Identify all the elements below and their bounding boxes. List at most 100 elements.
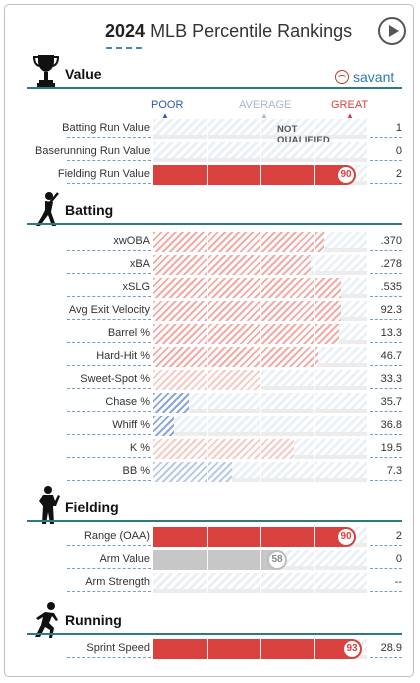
stat-value: 13.3 <box>380 327 402 339</box>
value-dash <box>370 480 402 481</box>
value-dash <box>370 273 402 274</box>
percentile-bar <box>153 439 294 459</box>
percentile-bar <box>153 416 174 436</box>
baseball-icon <box>335 70 349 84</box>
bar-tick <box>207 416 208 436</box>
bar-tick <box>207 573 208 593</box>
stat-value: .370 <box>380 235 402 247</box>
label-dash <box>67 480 151 481</box>
label-dash <box>67 591 151 592</box>
value-dash <box>370 568 402 569</box>
legend-great-arrow: ▲ <box>346 111 354 120</box>
bar-tick <box>260 393 261 413</box>
title-underline <box>106 47 142 49</box>
value-dash <box>370 591 402 592</box>
value-dash <box>370 160 402 161</box>
bar-tick <box>260 550 261 570</box>
label-dash <box>67 296 151 297</box>
value-dash <box>370 657 402 658</box>
bar-tick <box>207 142 208 162</box>
label-dash <box>67 250 151 251</box>
stat-label: Arm Strength <box>85 576 150 588</box>
value-dash <box>370 137 402 138</box>
section-title-batting: Batting <box>65 202 114 218</box>
legend-average: AVERAGE ▲ <box>239 99 291 120</box>
bar-tick <box>207 324 208 344</box>
percentile-bar <box>153 639 352 659</box>
stat-value: .535 <box>380 281 402 293</box>
label-dash <box>67 365 151 366</box>
stat-label: Chase % <box>105 396 150 408</box>
stat-label: Sprint Speed <box>86 642 150 654</box>
stat-label: Sweet-Spot % <box>80 373 150 385</box>
percentile-bar <box>153 527 346 547</box>
bar-tick <box>314 393 315 413</box>
bar-tick <box>314 439 315 459</box>
value-dash <box>370 411 402 412</box>
not-qualified-label: NOT QUALIFIED <box>277 124 330 146</box>
percentile-bar <box>153 370 260 390</box>
label-dash <box>67 273 151 274</box>
value-dash <box>370 250 402 251</box>
section-title-value: Value <box>65 66 102 82</box>
label-dash <box>67 183 151 184</box>
bar-tick <box>314 573 315 593</box>
stat-label: xwOBA <box>113 235 150 247</box>
value-dash <box>370 183 402 184</box>
bar-tick <box>260 527 261 547</box>
bar-tick <box>207 462 208 482</box>
page-title: 2024 MLB Percentile Rankings <box>105 21 352 42</box>
stat-label: Hard-Hit % <box>96 350 150 362</box>
title-text: MLB Percentile Rankings <box>150 21 353 41</box>
section-divider-value <box>27 87 402 89</box>
percentile-bar <box>153 255 311 275</box>
bar-tick <box>260 439 261 459</box>
section-divider-fielding <box>27 520 402 522</box>
legend-great-label: GREAT <box>331 99 369 111</box>
stat-label: Range (OAA) <box>83 530 150 542</box>
stat-value: 35.7 <box>380 396 402 408</box>
bar-tick <box>260 278 261 298</box>
stat-label: K % <box>129 442 150 454</box>
percentile-badge: 90 <box>336 165 356 185</box>
bar-tick <box>260 324 261 344</box>
bar-tick <box>260 301 261 321</box>
bar-tick <box>260 232 261 252</box>
bar-tick <box>314 278 315 298</box>
value-dash <box>370 342 402 343</box>
section-title-running: Running <box>65 612 122 628</box>
legend-poor-arrow: ▲ <box>161 111 169 120</box>
bar-tick <box>314 527 315 547</box>
label-dash <box>67 657 151 658</box>
stat-value: 7.3 <box>386 465 402 477</box>
bar-tick <box>314 639 315 659</box>
title-year: 2024 <box>105 21 146 41</box>
percentile-bar <box>153 301 341 321</box>
stat-label: Whiff % <box>112 419 150 431</box>
stat-value: 92.3 <box>380 304 402 316</box>
play-button[interactable] <box>378 17 406 45</box>
section-title-fielding: Fielding <box>65 499 119 515</box>
value-dash <box>370 365 402 366</box>
label-dash <box>67 457 151 458</box>
runner-icon <box>35 602 58 638</box>
stat-label: xBA <box>129 258 150 270</box>
stat-value: 33.3 <box>380 373 402 385</box>
label-dash <box>67 137 151 138</box>
bar-tick <box>260 416 261 436</box>
bar-tick <box>314 347 315 367</box>
stat-label: Arm Value <box>99 553 150 565</box>
bar-tick <box>260 255 261 275</box>
bar-tick <box>207 347 208 367</box>
bar-tick <box>207 119 208 139</box>
stat-value: 36.8 <box>380 419 402 431</box>
stat-label: Barrel % <box>107 327 150 339</box>
bar-tick <box>207 527 208 547</box>
percentile-badge: 58 <box>267 550 287 570</box>
value-dash <box>370 545 402 546</box>
stat-value: -- <box>394 576 402 588</box>
bar-tick <box>260 142 261 162</box>
savant-logo[interactable]: savant <box>335 69 394 85</box>
value-dash <box>370 388 402 389</box>
stat-value: 0 <box>395 145 402 157</box>
